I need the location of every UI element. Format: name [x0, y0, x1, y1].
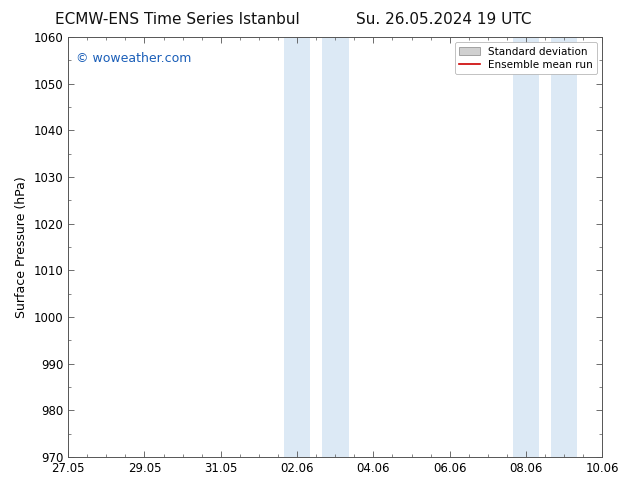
- Text: ECMW-ENS Time Series Istanbul: ECMW-ENS Time Series Istanbul: [55, 12, 300, 27]
- Legend: Standard deviation, Ensemble mean run: Standard deviation, Ensemble mean run: [455, 42, 597, 74]
- Y-axis label: Surface Pressure (hPa): Surface Pressure (hPa): [15, 176, 28, 318]
- Text: © woweather.com: © woweather.com: [76, 52, 191, 65]
- Bar: [513, 37, 540, 457]
- Bar: [551, 37, 578, 457]
- Text: Su. 26.05.2024 19 UTC: Su. 26.05.2024 19 UTC: [356, 12, 531, 27]
- Bar: [283, 37, 311, 457]
- Bar: [322, 37, 349, 457]
